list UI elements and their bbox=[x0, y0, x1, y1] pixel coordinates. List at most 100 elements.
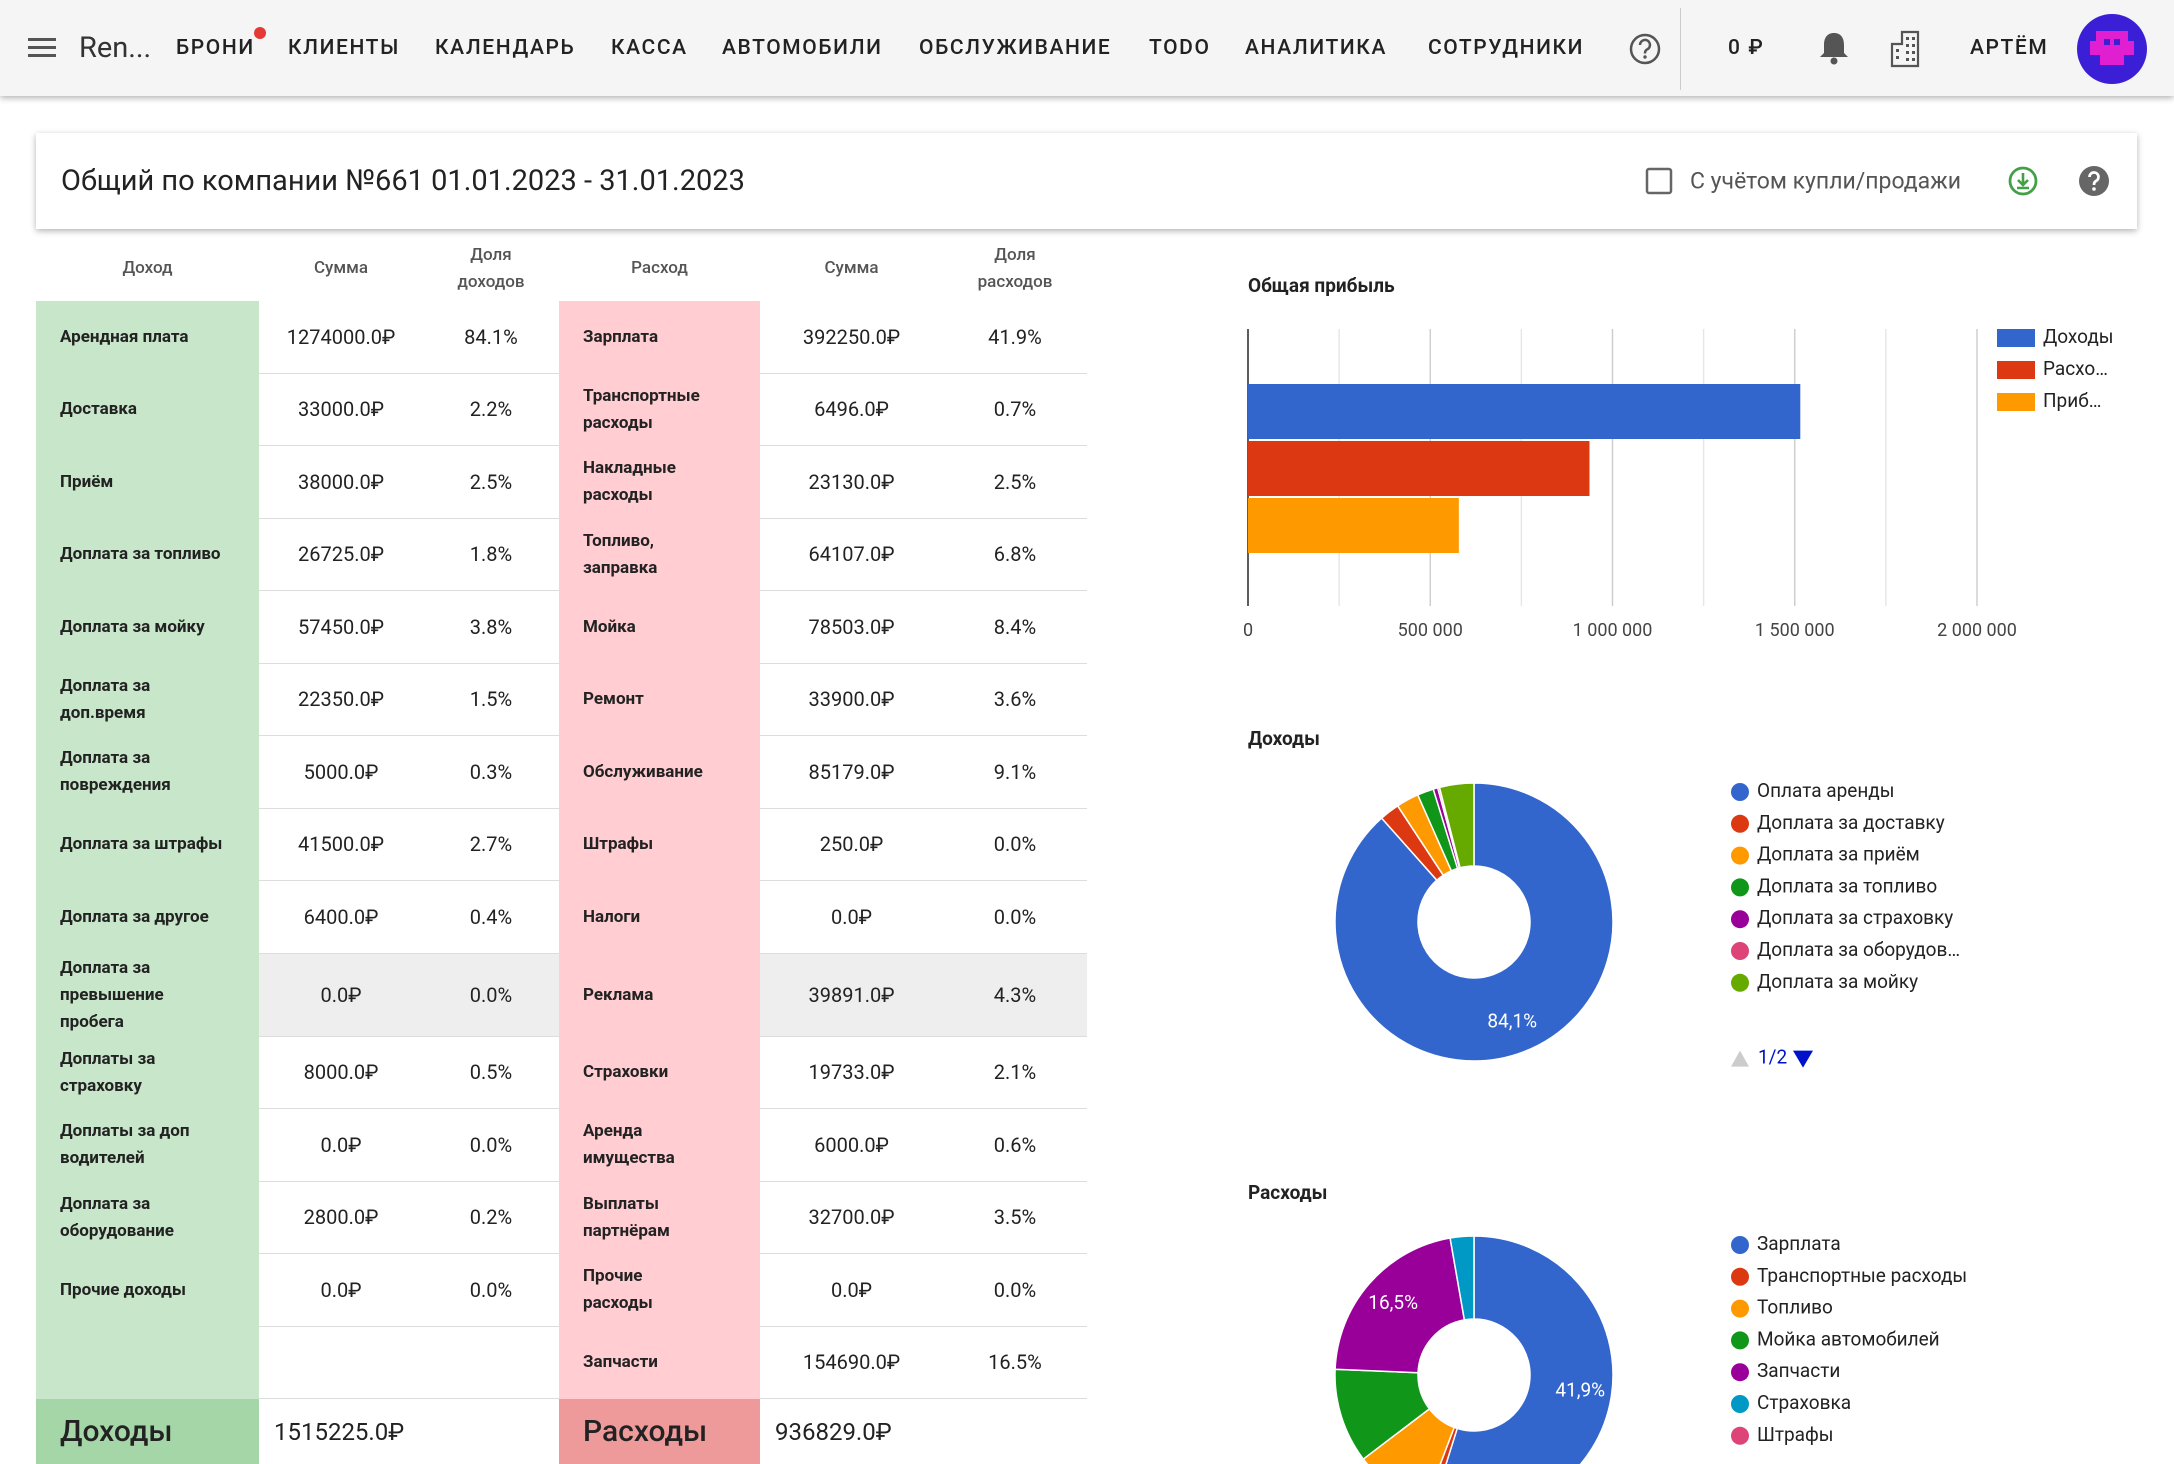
nav-item[interactable]: ОБСЛУЖИВАНИЕ bbox=[919, 36, 1112, 60]
legend-swatch bbox=[1997, 393, 2035, 411]
brand[interactable]: Ren... bbox=[79, 31, 152, 65]
row-label: Доплата за топливо bbox=[36, 518, 259, 591]
bar bbox=[1248, 498, 1459, 553]
amount: 250.0₽ bbox=[760, 809, 943, 881]
amount: 5000.0₽ bbox=[259, 736, 423, 809]
share: 0.7% bbox=[943, 374, 1087, 446]
x-tick-label: 0 bbox=[1243, 620, 1253, 641]
checkbox[interactable] bbox=[1645, 167, 1675, 197]
row-label: Доплата за мойку bbox=[36, 591, 259, 664]
row-label: Доплата за штрафы bbox=[36, 808, 259, 881]
nav-item[interactable]: КАЛЕНДАРЬ bbox=[435, 36, 576, 60]
share: 3.8% bbox=[423, 591, 559, 664]
slice-label: 16,5% bbox=[1368, 1291, 1418, 1314]
amount: 6400.0₽ bbox=[259, 881, 423, 954]
row-label: Доставка bbox=[36, 373, 259, 446]
legend-marker bbox=[1731, 1395, 1749, 1413]
share: 2.5% bbox=[423, 446, 559, 519]
row-label: Обслуживание bbox=[559, 736, 760, 809]
column-header: Доля расходов bbox=[977, 244, 1053, 292]
report-title: Общий по компании №661 01.01.2023 - 31.0… bbox=[61, 164, 745, 198]
row-label: Транспортные расходы bbox=[559, 373, 760, 446]
checkbox-label[interactable]: С учётом купли/продажи bbox=[1690, 167, 1962, 195]
amount: 32700.0₽ bbox=[760, 1182, 943, 1254]
help-icon[interactable] bbox=[2077, 164, 2111, 198]
amount: 0.0₽ bbox=[259, 1254, 423, 1327]
nav-item[interactable]: TODO bbox=[1149, 36, 1211, 60]
legend-label: Оплата аренды bbox=[1757, 779, 1895, 802]
row-label: Прочие расходы bbox=[559, 1254, 760, 1327]
menu-icon[interactable] bbox=[28, 36, 58, 60]
report-header: Общий по компании №661 01.01.2023 - 31.0… bbox=[36, 133, 2137, 229]
row-label: Выплаты партнёрам bbox=[559, 1181, 760, 1254]
row-label: Доплата за оборудование bbox=[36, 1181, 259, 1254]
legend-label: Мойка автомобилей bbox=[1757, 1327, 1940, 1350]
amount: 6000.0₽ bbox=[760, 1109, 943, 1182]
share: 0.6% bbox=[943, 1109, 1087, 1182]
divider bbox=[1680, 8, 1681, 90]
balance[interactable]: 0 ₽ bbox=[1728, 36, 1765, 60]
amount: 0.0₽ bbox=[760, 1254, 943, 1327]
help-icon[interactable] bbox=[1628, 32, 1662, 66]
legend-label: Запчасти bbox=[1757, 1359, 1840, 1382]
share: 0.4% bbox=[423, 881, 559, 954]
avatar[interactable] bbox=[2076, 13, 2148, 85]
legend-label: Доплата за оборудов… bbox=[1757, 938, 1960, 961]
share: 0.0% bbox=[423, 953, 559, 1037]
nav-item[interactable]: АНАЛИТИКА bbox=[1245, 36, 1387, 60]
legend-label: Доплата за мойку bbox=[1757, 970, 1918, 993]
nav-item[interactable]: СОТРУДНИКИ bbox=[1428, 36, 1585, 60]
legend-swatch bbox=[1997, 329, 2035, 347]
column-header: Расход bbox=[631, 258, 688, 278]
amount: 39891.0₽ bbox=[760, 953, 943, 1037]
column-header: Сумма bbox=[824, 258, 879, 278]
nav-item[interactable]: КЛИЕНТЫ bbox=[288, 36, 400, 60]
amount: 8000.0₽ bbox=[259, 1037, 423, 1109]
legend-label: Страховка bbox=[1757, 1391, 1851, 1414]
pie-slice bbox=[1438, 782, 1475, 869]
row-label: Арендная плата bbox=[36, 301, 259, 374]
total-label: Расходы bbox=[559, 1399, 760, 1464]
amount: 23130.0₽ bbox=[760, 446, 943, 519]
bar bbox=[1248, 384, 1801, 439]
share: 4.3% bbox=[943, 953, 1087, 1037]
x-tick-label: 2 000 000 bbox=[1937, 620, 2017, 641]
legend-marker bbox=[1731, 814, 1749, 833]
row-label: Аренда имущества bbox=[559, 1109, 760, 1182]
legend-marker bbox=[1731, 1363, 1749, 1382]
legend-next[interactable] bbox=[1793, 1050, 1813, 1068]
row-label: Страховки bbox=[559, 1036, 760, 1109]
nav-item[interactable]: БРОНИ bbox=[176, 36, 255, 60]
user-name[interactable]: АРТЁМ bbox=[1970, 36, 2049, 60]
share: 1.8% bbox=[423, 519, 559, 591]
pie-slice bbox=[1334, 1237, 1466, 1374]
legend-label: Зарплата bbox=[1757, 1232, 1841, 1255]
amount: 41500.0₽ bbox=[259, 809, 423, 881]
amount: 64107.0₽ bbox=[760, 519, 943, 591]
top-bar: Ren... БРОНИ КЛИЕНТЫ КАЛЕНДАРЬ КАССА АВТ… bbox=[0, 0, 2174, 96]
share: 2.5% bbox=[943, 446, 1087, 519]
amount: 0.0₽ bbox=[760, 881, 943, 954]
bell-icon[interactable] bbox=[1818, 30, 1850, 66]
chart-title: Расходы bbox=[1248, 1181, 1327, 1204]
building-icon[interactable] bbox=[1888, 28, 1924, 68]
share: 3.6% bbox=[943, 664, 1087, 736]
bar bbox=[1248, 441, 1590, 496]
slice-label: 84,1% bbox=[1487, 1009, 1537, 1032]
share: 0.5% bbox=[423, 1037, 559, 1109]
share: 0.3% bbox=[423, 736, 559, 809]
nav-item[interactable]: АВТОМОБИЛИ bbox=[722, 36, 883, 60]
share: 1.5% bbox=[423, 664, 559, 736]
legend-marker bbox=[1731, 1331, 1749, 1350]
row-label-empty bbox=[36, 1326, 259, 1399]
legend-label: Доплата за приём bbox=[1757, 843, 1920, 866]
nav-item[interactable]: КАССА bbox=[611, 36, 688, 60]
download-icon[interactable] bbox=[2006, 164, 2040, 198]
row-label: Доплаты за страховку bbox=[36, 1036, 259, 1109]
row-label: Доплата за доп.время bbox=[36, 663, 259, 736]
legend-swatch bbox=[1997, 361, 2035, 379]
amount: 0.0₽ bbox=[259, 1109, 423, 1182]
row-label: Мойка bbox=[559, 591, 760, 664]
legend-marker bbox=[1731, 910, 1749, 929]
